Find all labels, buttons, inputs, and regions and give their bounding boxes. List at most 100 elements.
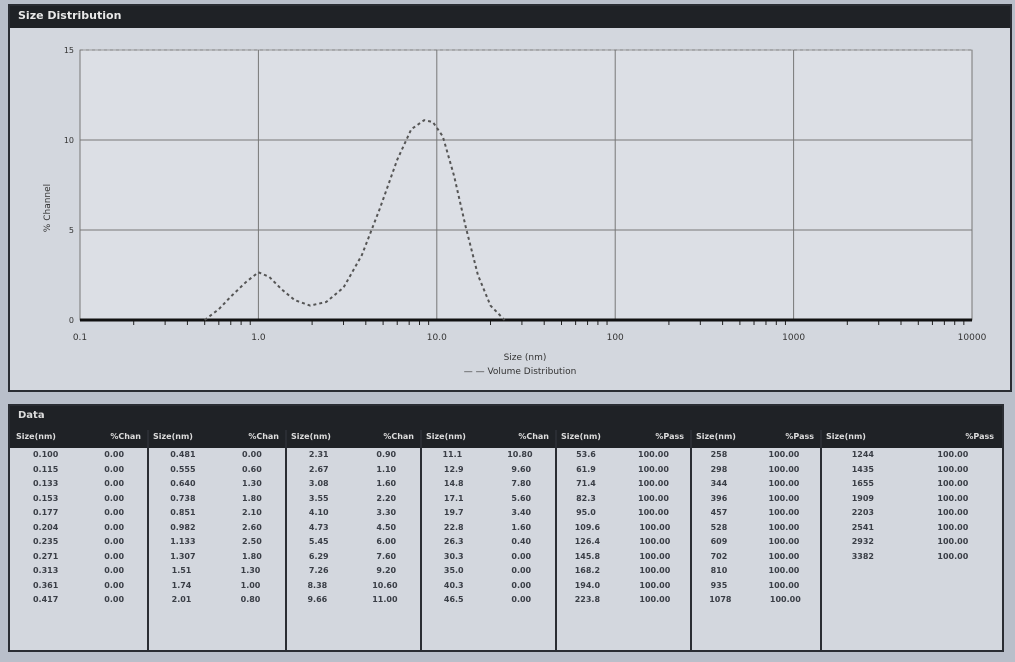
table-row: 40.3 0.00: [420, 579, 555, 594]
cell-value: 100.00: [937, 493, 969, 503]
x-tick-label: 1.0: [251, 333, 266, 343]
cell-size: 61.9: [576, 464, 596, 474]
column-header: Size(nm) %Pass: [555, 430, 690, 448]
table-row: 0.555 0.60: [147, 463, 285, 478]
table-row: 22.8 1.60: [420, 521, 555, 536]
cell-value: 100.00: [937, 537, 969, 546]
column-header: Size(nm) %Chan: [147, 430, 285, 448]
table-row: 0.235 0.00: [10, 535, 147, 550]
column-divider: [555, 430, 557, 650]
table-row: 457 100.00: [690, 506, 820, 521]
cell-value: 1.00: [240, 580, 261, 590]
cell-size: 2541: [851, 522, 874, 532]
table-row: 0.738 1.80: [147, 492, 285, 507]
cell-size: 1078: [709, 595, 732, 604]
cell-size: 3.55: [308, 493, 329, 503]
cell-value: 1.10: [376, 464, 397, 474]
cell-value: 7.60: [376, 551, 397, 561]
column-header-value: %Chan: [110, 432, 141, 441]
cell-size: 19.7: [443, 508, 464, 517]
table-row: 6.29 7.60: [285, 550, 420, 565]
cell-size: 0.115: [32, 464, 59, 474]
column-header: Size(nm) %Chan: [10, 430, 147, 448]
cell-size: 0.271: [32, 551, 59, 561]
table-row: 1.307 1.80: [147, 550, 285, 565]
cell-value: 11.00: [372, 595, 398, 604]
column-divider: [285, 430, 287, 650]
cell-value: 0.00: [104, 537, 125, 546]
column-divider: [420, 430, 422, 650]
table-row: 194.0 100.00: [555, 579, 690, 594]
cell-value: 3.30: [376, 508, 397, 517]
table-row: 0.640 1.30: [147, 477, 285, 492]
cell-size: 609: [710, 537, 728, 546]
column-header-value: %Pass: [655, 432, 684, 441]
table-row: 0.100 0.00: [10, 448, 147, 463]
table-row: 528 100.00: [690, 521, 820, 536]
table-row: 2932 100.00: [820, 535, 1000, 550]
cell-value: 0.80: [240, 595, 261, 604]
column-divider: [147, 430, 149, 650]
table-row: 2.01 0.80: [147, 593, 285, 608]
table-row: 1078 100.00: [690, 593, 820, 608]
cell-value: 2.20: [376, 493, 397, 503]
table-row: 61.9 100.00: [555, 463, 690, 478]
cell-size: 5.45: [308, 537, 329, 546]
table-row: 1.133 2.50: [147, 535, 285, 550]
series-line: [204, 119, 506, 321]
table-row: 3382 100.00: [820, 550, 1000, 565]
table-row: 0.271 0.00: [10, 550, 147, 565]
cell-size: 0.177: [32, 508, 59, 517]
cell-value: 0.00: [511, 566, 532, 575]
cell-value: 100.00: [639, 537, 671, 546]
table-column-group: Size(nm) %Pass 53.6 100.00 61.9 100.00 71.4 100…: [555, 430, 690, 650]
cell-size: 194.0: [574, 580, 601, 590]
cell-value: 0.00: [104, 450, 125, 459]
table-row: 8.38 10.60: [285, 579, 420, 594]
cell-value: 100.00: [638, 450, 669, 459]
cell-value: 100.00: [768, 508, 800, 517]
table-row: 223.8 100.00: [555, 593, 690, 608]
cell-value: 100.00: [937, 464, 969, 474]
size-distribution-chart: 0.1 1.0 10.0 100 1000 10000 0 5 10 15 % Channel S…: [43, 46, 987, 377]
cell-value: 4.50: [376, 522, 397, 532]
cell-size: 4.73: [308, 522, 329, 532]
cell-size: 12.9: [443, 464, 464, 474]
cell-value: 100.00: [768, 479, 800, 488]
table-row: 2.31 0.90: [285, 448, 420, 463]
x-tick-label: 10.0: [427, 333, 447, 343]
cell-size: 17.1: [443, 493, 464, 503]
cell-value: 0.00: [104, 508, 125, 517]
cell-size: 26.3: [443, 537, 464, 546]
table-row: 126.4 100.00: [555, 535, 690, 550]
cell-value: 2.10: [242, 508, 262, 517]
cell-size: 3.08: [308, 479, 329, 488]
cell-value: 100.00: [639, 551, 671, 561]
cell-size: 258: [710, 450, 728, 459]
y-tick-label: 15: [64, 46, 74, 55]
column-header-value: %Chan: [248, 432, 279, 441]
cell-value: 0.00: [104, 493, 125, 503]
cell-size: 1435: [851, 464, 874, 474]
table-row: 5.45 6.00: [285, 535, 420, 550]
table-row: 11.1 10.80: [420, 448, 555, 463]
cell-value: 100.00: [937, 450, 969, 459]
cell-size: 0.982: [170, 522, 196, 532]
table-row: 4.73 4.50: [285, 521, 420, 536]
table-row: 71.4 100.00: [555, 477, 690, 492]
table-row: 26.3 0.40: [420, 535, 555, 550]
table-column-group: Size(nm) %Pass 1244 100.00 1435 100.00 1655 100…: [820, 430, 1000, 650]
cell-size: 2.01: [171, 595, 192, 604]
table-row: 1435 100.00: [820, 463, 1000, 478]
cell-value: 100.00: [768, 464, 800, 474]
table-row: 145.8 100.00: [555, 550, 690, 565]
cell-size: 0.555: [170, 464, 196, 474]
cell-size: 168.2: [574, 566, 601, 575]
cell-size: 3382: [851, 551, 874, 561]
table-row: 109.6 100.00: [555, 521, 690, 536]
cell-value: 0.00: [104, 566, 125, 575]
table-row: 1244 100.00: [820, 448, 1000, 463]
cell-size: 1244: [851, 450, 874, 459]
cell-value: 0.00: [104, 522, 125, 532]
cell-size: 0.851: [170, 508, 196, 517]
